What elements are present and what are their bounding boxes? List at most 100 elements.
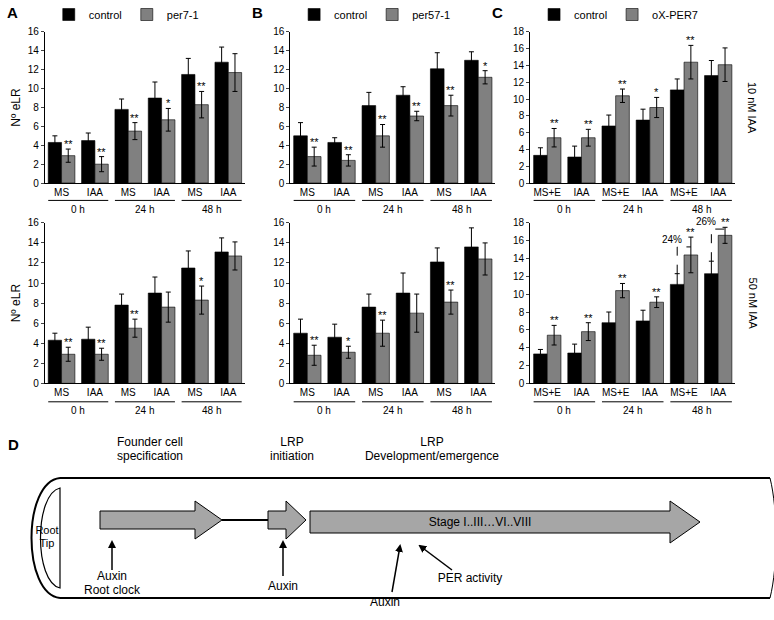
svg-text:12: 12 <box>273 64 285 75</box>
svg-text:48 h: 48 h <box>692 405 711 416</box>
svg-text:4: 4 <box>33 338 39 349</box>
svg-text:Nº eLR: Nº eLR <box>9 88 23 127</box>
svg-text:0 h: 0 h <box>557 405 571 416</box>
svg-text:**: ** <box>618 272 627 284</box>
svg-text:**: ** <box>310 334 319 346</box>
svg-text:8: 8 <box>279 298 285 309</box>
svg-text:6: 6 <box>279 121 285 132</box>
svg-text:*: * <box>346 335 351 347</box>
svg-text:24 h: 24 h <box>623 405 642 416</box>
svg-text:MS: MS <box>437 387 452 398</box>
svg-text:12: 12 <box>273 257 285 268</box>
svg-text:8: 8 <box>519 307 525 318</box>
svg-text:12: 12 <box>28 64 40 75</box>
svg-text:LRPinitiation: LRPinitiation <box>270 435 314 463</box>
svg-text:14: 14 <box>28 45 40 56</box>
svg-text:**: ** <box>550 314 559 326</box>
svg-text:0: 0 <box>279 378 285 389</box>
svg-text:**: ** <box>344 144 353 156</box>
svg-text:8: 8 <box>33 298 39 309</box>
svg-text:**: ** <box>64 138 73 150</box>
svg-text:Auxin: Auxin <box>268 579 298 593</box>
svg-text:6: 6 <box>33 318 39 329</box>
svg-text:MS+E: MS+E <box>670 187 698 198</box>
svg-text:**: ** <box>446 84 455 96</box>
svg-text:24 h: 24 h <box>623 204 642 215</box>
svg-text:0: 0 <box>33 378 39 389</box>
svg-text:4: 4 <box>33 140 39 151</box>
svg-text:C: C <box>492 4 503 21</box>
svg-text:50 nM IAA: 50 nM IAA <box>747 278 759 330</box>
svg-text:4: 4 <box>519 144 525 155</box>
svg-text:0 h: 0 h <box>71 405 85 416</box>
svg-text:*: * <box>483 60 488 72</box>
svg-text:Nº eLR: Nº eLR <box>9 284 23 323</box>
svg-text:MS: MS <box>300 187 315 198</box>
svg-text:IAA: IAA <box>87 387 103 398</box>
svg-text:0: 0 <box>33 178 39 189</box>
svg-text:14: 14 <box>28 237 40 248</box>
svg-text:**: ** <box>686 226 695 238</box>
svg-text:MS+E: MS+E <box>534 387 562 398</box>
svg-text:12: 12 <box>28 257 40 268</box>
svg-text:2: 2 <box>279 159 285 170</box>
svg-text:IAA: IAA <box>642 187 658 198</box>
svg-text:48 h: 48 h <box>692 204 711 215</box>
svg-text:16: 16 <box>273 26 285 37</box>
svg-text:IAA: IAA <box>573 187 589 198</box>
svg-text:IAA: IAA <box>710 387 726 398</box>
svg-text:MS: MS <box>368 387 383 398</box>
svg-text:MS: MS <box>121 187 136 198</box>
svg-text:4: 4 <box>279 338 285 349</box>
svg-text:14: 14 <box>513 253 525 264</box>
svg-text:LRPDevelopment/emergence: LRPDevelopment/emergence <box>365 435 499 463</box>
svg-text:**: ** <box>130 112 139 124</box>
svg-text:6: 6 <box>519 324 525 335</box>
svg-text:MS+E: MS+E <box>602 387 630 398</box>
svg-text:48 h: 48 h <box>202 204 221 215</box>
svg-text:IAA: IAA <box>573 387 589 398</box>
svg-text:IAA: IAA <box>220 187 236 198</box>
svg-text:control: control <box>574 9 607 21</box>
svg-text:MS+E: MS+E <box>602 187 630 198</box>
svg-text:8: 8 <box>33 102 39 113</box>
svg-text:MS: MS <box>437 187 452 198</box>
svg-text:Founder cellspecification: Founder cellspecification <box>117 435 183 463</box>
svg-text:MS: MS <box>187 387 202 398</box>
svg-text:**: ** <box>130 308 139 320</box>
svg-text:IAA: IAA <box>333 387 349 398</box>
svg-text:**: ** <box>64 336 73 348</box>
svg-text:per57-1: per57-1 <box>412 9 450 21</box>
svg-text:2: 2 <box>33 159 39 170</box>
svg-text:16: 16 <box>28 26 40 37</box>
svg-text:IAA: IAA <box>470 387 486 398</box>
svg-text:**: ** <box>721 216 730 228</box>
svg-text:D: D <box>8 436 19 453</box>
svg-text:*: * <box>166 97 171 109</box>
svg-text:**: ** <box>97 146 106 158</box>
svg-text:control: control <box>89 9 122 21</box>
svg-text:12: 12 <box>513 77 525 88</box>
svg-text:IAA: IAA <box>220 387 236 398</box>
svg-text:10: 10 <box>273 278 285 289</box>
svg-text:14: 14 <box>273 237 285 248</box>
svg-text:10: 10 <box>513 94 525 105</box>
svg-text:4: 4 <box>279 140 285 151</box>
svg-text:24 h: 24 h <box>135 405 154 416</box>
svg-text:RootTip: RootTip <box>35 524 58 549</box>
svg-text:*: * <box>199 275 204 287</box>
svg-text:MS: MS <box>121 387 136 398</box>
svg-text:**: ** <box>652 286 661 298</box>
svg-text:6: 6 <box>33 121 39 132</box>
svg-text:10: 10 <box>28 278 40 289</box>
svg-text:*: * <box>654 86 659 98</box>
svg-text:B: B <box>252 4 263 21</box>
svg-text:IAA: IAA <box>154 187 170 198</box>
svg-text:8: 8 <box>279 102 285 113</box>
svg-text:PER activity: PER activity <box>438 571 503 585</box>
svg-text:Auxin: Auxin <box>370 595 400 609</box>
svg-text:IAA: IAA <box>402 387 418 398</box>
svg-text:10: 10 <box>513 289 525 300</box>
svg-text:MS+E: MS+E <box>670 387 698 398</box>
svg-text:24 h: 24 h <box>383 405 402 416</box>
